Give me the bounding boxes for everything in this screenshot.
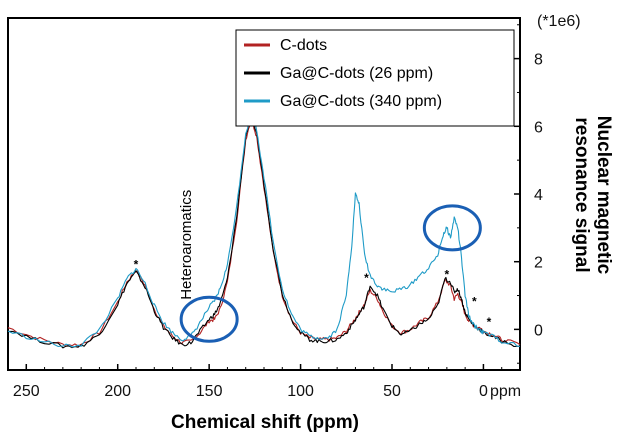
peak-marker-asterisk: * [445, 268, 450, 282]
peak-marker-asterisk: * [472, 295, 477, 309]
y-scale-label: (*1e6) [537, 13, 581, 30]
y-tick-label-0: 0 [534, 322, 543, 339]
legend-box [235, 29, 515, 127]
legend-label-3: Ga@C-dots (340 ppm) [280, 93, 442, 110]
y-axis: 0 2 4 6 8 [514, 24, 543, 364]
peak-marker-asterisk: * [487, 315, 492, 329]
y-tick-label-4: 8 [534, 52, 543, 69]
series-line-3 [7, 113, 521, 348]
x-axis: 250 200 150 100 50 0 [13, 364, 503, 400]
annotation-layer: Heteroaromatics * * * * * [134, 190, 492, 329]
series-line-1 [7, 118, 521, 347]
highlight-circle-1 [179, 295, 239, 343]
x-tick-label-4: 50 [383, 383, 401, 400]
legend: C-dots Ga@C-dots (26 ppm) Ga@C-dots (340 p… [235, 29, 515, 127]
y-axis-title-line-1: Nuclear magnetic [593, 116, 614, 275]
annotation-heteroaromatics: Heteroaromatics [178, 190, 195, 300]
y-axis-title: Nuclear magneticresonance signal [571, 116, 614, 275]
y-tick-label-2: 4 [534, 187, 543, 204]
x-unit-label: ppm [490, 383, 521, 400]
x-tick-label-3: 100 [287, 383, 314, 400]
y-tick-label-3: 6 [534, 119, 543, 136]
x-tick-label-2: 150 [196, 383, 223, 400]
legend-label-2: Ga@C-dots (26 ppm) [280, 65, 433, 82]
x-tick-label-5: 0 [479, 383, 488, 400]
legend-label-1: C-dots [280, 37, 327, 54]
x-tick-label-0: 250 [13, 383, 40, 400]
series-layer [7, 113, 521, 349]
highlight-circle-2 [422, 204, 482, 252]
y-axis-title-line-2: resonance signal [571, 117, 592, 272]
x-tick-label-1: 200 [104, 383, 131, 400]
highlight-layer [179, 204, 482, 343]
series-line-2 [8, 113, 520, 349]
peak-marker-asterisk: * [364, 271, 369, 285]
peak-marker-asterisk: * [134, 257, 139, 271]
x-axis-title: Chemical shift (ppm) [171, 412, 359, 433]
y-tick-label-1: 2 [534, 255, 543, 272]
